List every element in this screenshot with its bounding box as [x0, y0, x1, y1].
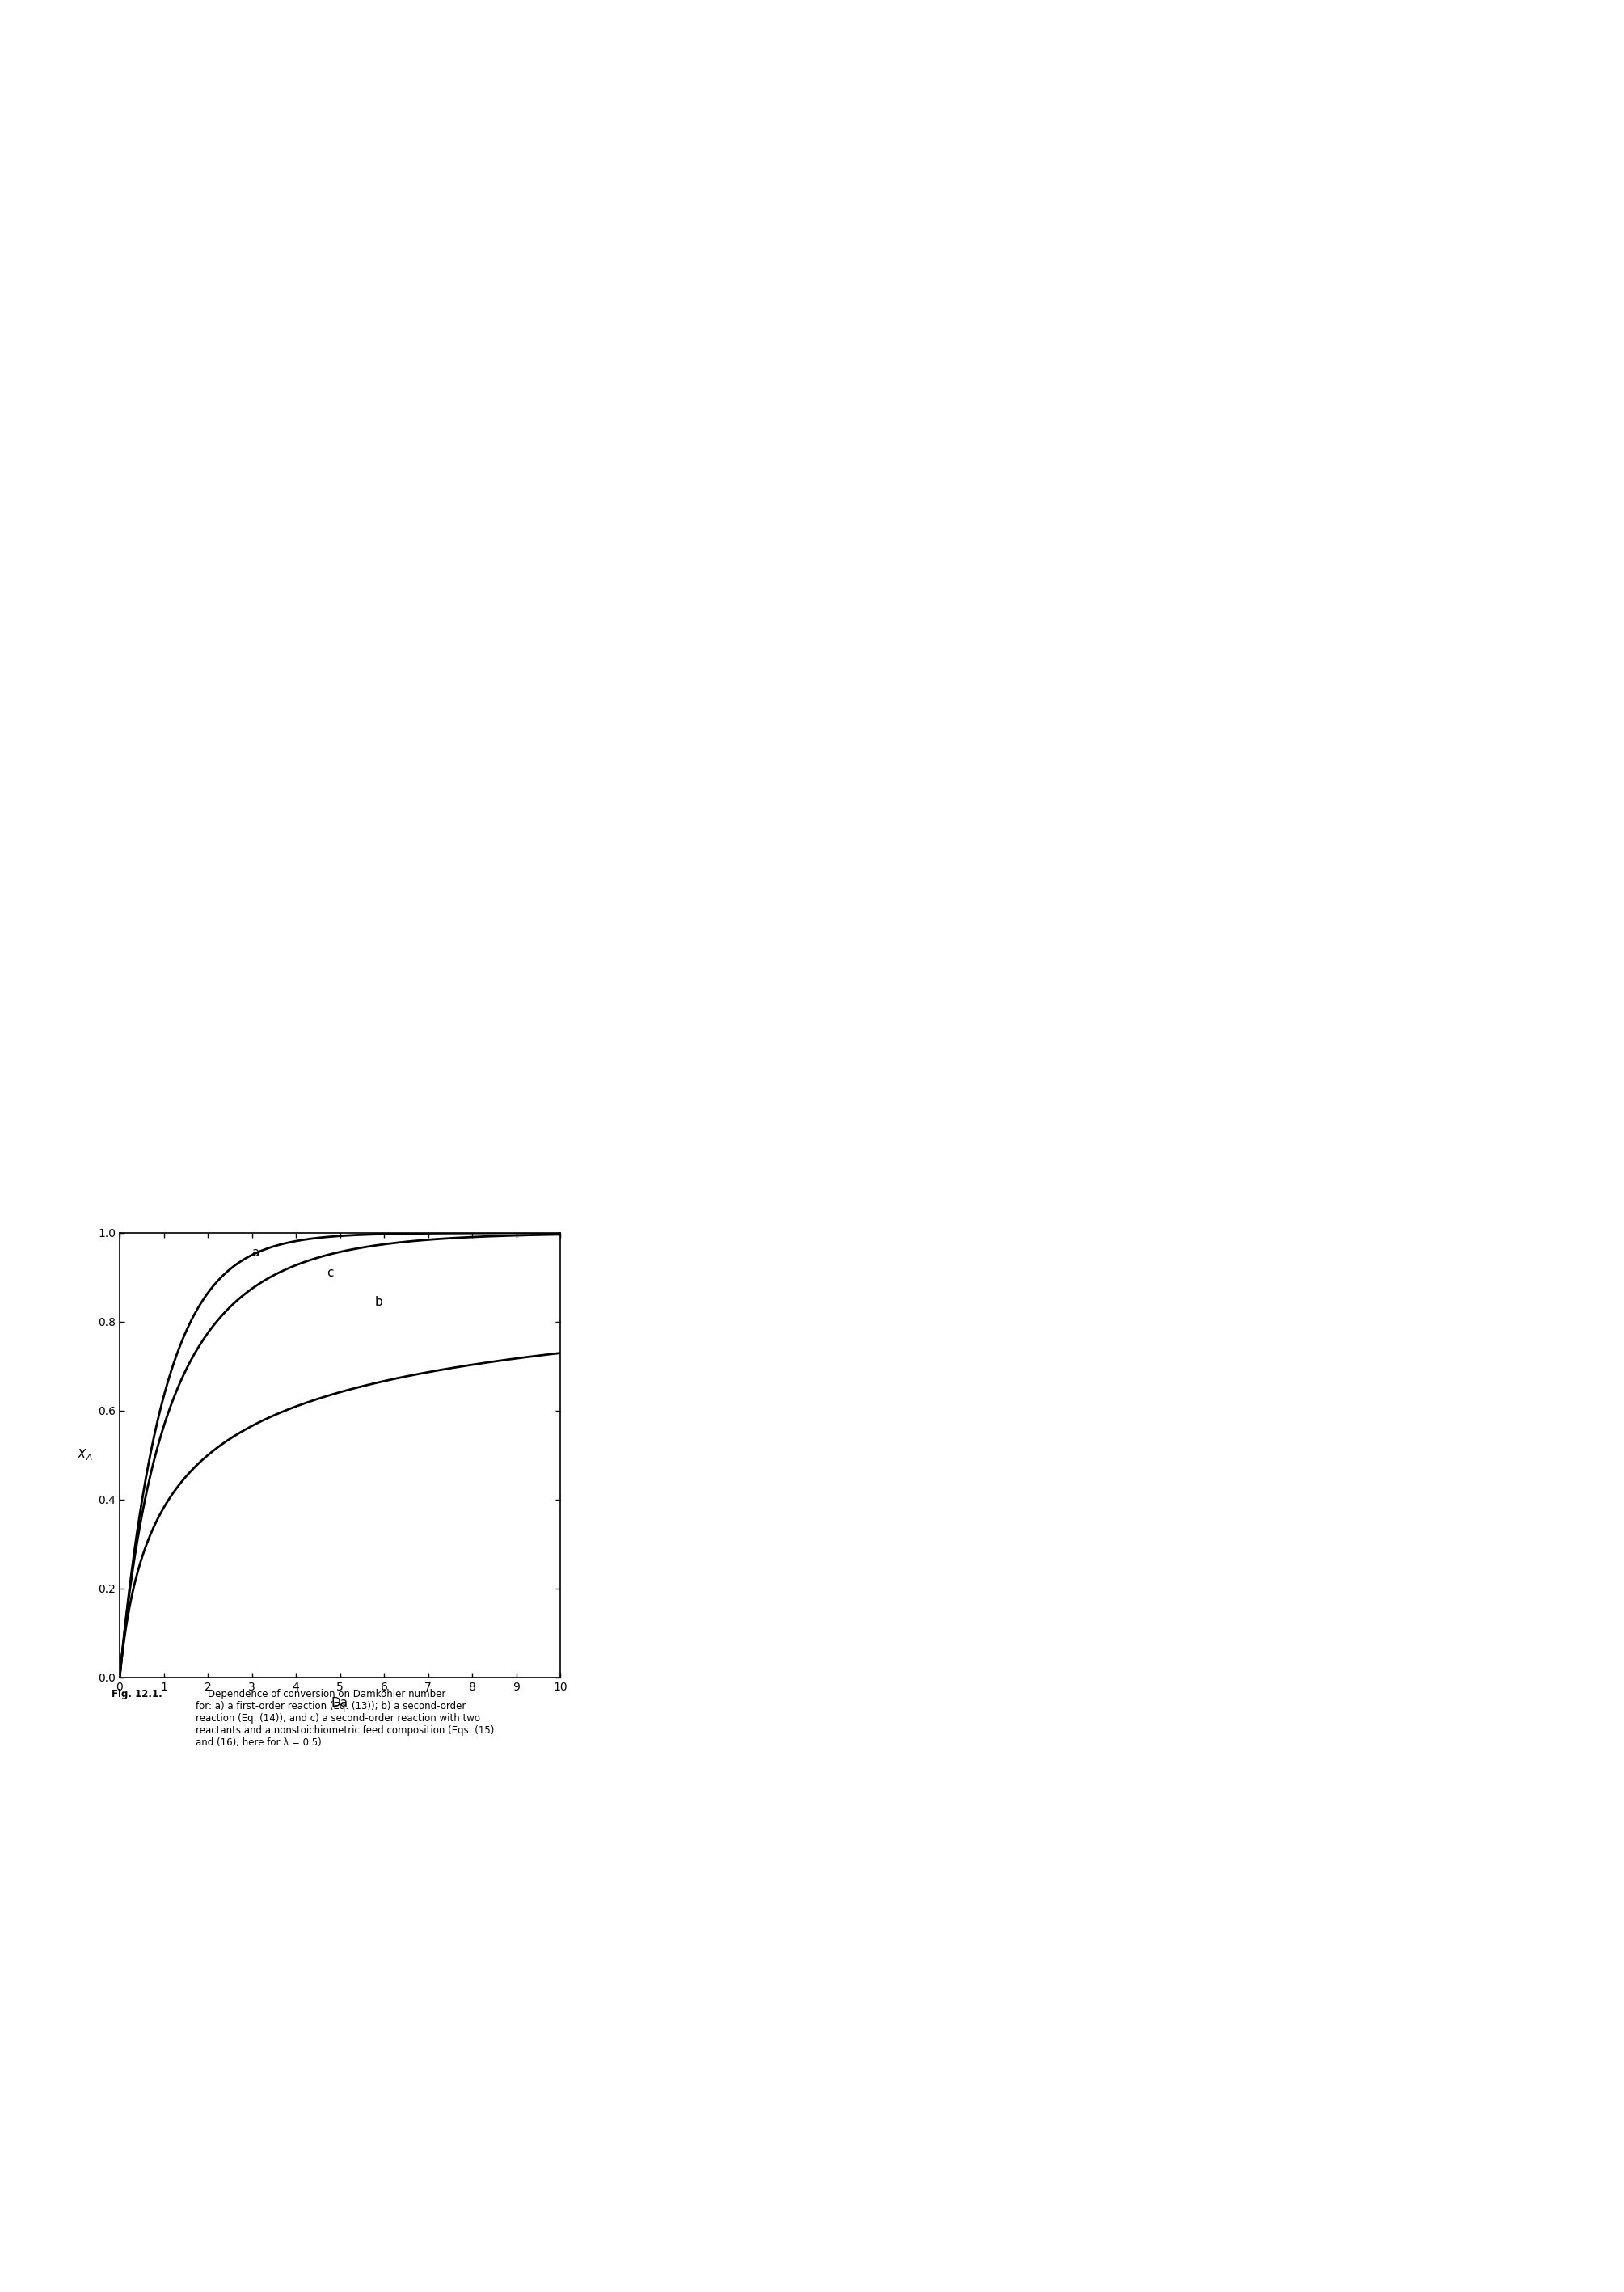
- Text: Fig. 12.1.: Fig. 12.1.: [112, 1689, 162, 1701]
- Y-axis label: $X_A$: $X_A$: [76, 1449, 93, 1462]
- Text: Dependence of conversion on Damköhler number
for: a) a first-order reaction (Eq.: Dependence of conversion on Damköhler nu…: [197, 1689, 495, 1749]
- X-axis label: Da: Da: [331, 1698, 349, 1710]
- Text: b: b: [375, 1295, 383, 1309]
- Text: a: a: [252, 1247, 260, 1258]
- Text: c: c: [326, 1267, 333, 1279]
